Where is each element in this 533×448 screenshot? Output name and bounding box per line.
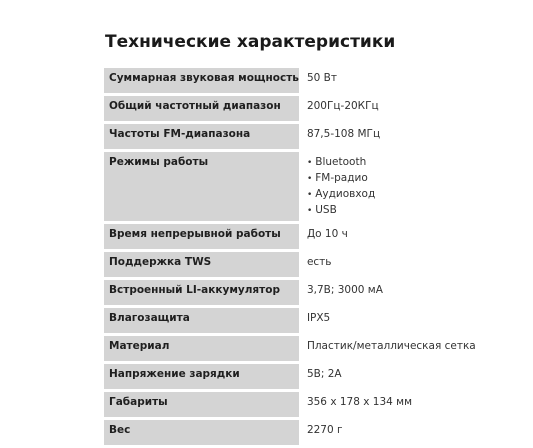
spec-label: Влагозащита <box>104 308 299 333</box>
modes-list: • Bluetooth • FM-радио • Аудиовход • USB <box>307 155 476 219</box>
spec-row-frequency-range: Общий частотный диапазон 200Гц-20КГц <box>104 96 476 121</box>
spec-value: 87,5-108 МГц <box>306 128 381 140</box>
specs-table: Суммарная звуковая мощность 50 Вт Общий … <box>104 65 476 448</box>
page-title: Технические характеристики <box>105 32 396 52</box>
spec-label: Поддержка TWS <box>104 252 299 277</box>
spec-value: 200Гц-20КГц <box>306 100 379 112</box>
list-item-label: FM-радио <box>315 172 368 184</box>
bullet-icon: • <box>306 190 313 200</box>
spec-value-list: • Bluetooth • FM-радио • Аудиовход • USB <box>299 152 476 221</box>
spec-row-runtime: Время непрерывной работы До 10 ч <box>104 224 476 249</box>
spec-row-weight: Вес 2270 г <box>104 420 476 445</box>
spec-label: Суммарная звуковая мощность <box>104 68 299 93</box>
bullet-icon: • <box>306 206 313 216</box>
spec-label: Встроенный LI-аккумулятор <box>104 280 299 305</box>
spec-value: 2270 г <box>306 424 343 436</box>
list-item: • Аудиовход <box>307 187 476 203</box>
spec-row-charging-voltage: Напряжение зарядки 5В; 2А <box>104 364 476 389</box>
spec-value: До 10 ч <box>306 228 348 240</box>
list-item: • Bluetooth <box>307 155 476 171</box>
list-item-label: USB <box>315 204 337 216</box>
spec-value: IPX5 <box>306 312 331 324</box>
spec-row-fm-frequencies: Частоты FM-диапазона 87,5-108 МГц <box>104 124 476 149</box>
spec-value: 50 Вт <box>306 72 337 84</box>
spec-row-tws: Поддержка TWS есть <box>104 252 476 277</box>
spec-row-material: Материал Пластик/металлическая сетка <box>104 336 476 361</box>
list-item-label: Аудиовход <box>315 188 376 200</box>
spec-row-dimensions: Габариты 356 х 178 х 134 мм <box>104 392 476 417</box>
spec-row-power: Суммарная звуковая мощность 50 Вт <box>104 68 476 93</box>
spec-value: есть <box>306 256 332 268</box>
spec-value: Пластик/металлическая сетка <box>306 340 476 352</box>
spec-value: 356 х 178 х 134 мм <box>306 396 413 408</box>
spec-label: Вес <box>104 420 299 445</box>
spec-label: Общий частотный диапазон <box>104 96 299 121</box>
spec-label: Габариты <box>104 392 299 417</box>
spec-value: 5В; 2А <box>306 368 342 380</box>
spec-row-battery: Встроенный LI-аккумулятор 3,7В; 3000 мА <box>104 280 476 305</box>
list-item-label: Bluetooth <box>315 156 367 168</box>
spec-label: Материал <box>104 336 299 361</box>
spec-label: Напряжение зарядки <box>104 364 299 389</box>
spec-label: Частоты FM-диапазона <box>104 124 299 149</box>
spec-label: Время непрерывной работы <box>104 224 299 249</box>
spec-row-water-protection: Влагозащита IPX5 <box>104 308 476 333</box>
spec-value: 3,7В; 3000 мА <box>306 284 383 296</box>
bullet-icon: • <box>306 174 313 184</box>
list-item: • USB <box>307 203 476 219</box>
spec-row-modes: Режимы работы • Bluetooth • FM-радио • Ауди… <box>104 152 476 221</box>
bullet-icon: • <box>306 158 313 168</box>
list-item: • FM-радио <box>307 171 476 187</box>
spec-label: Режимы работы <box>104 152 299 221</box>
